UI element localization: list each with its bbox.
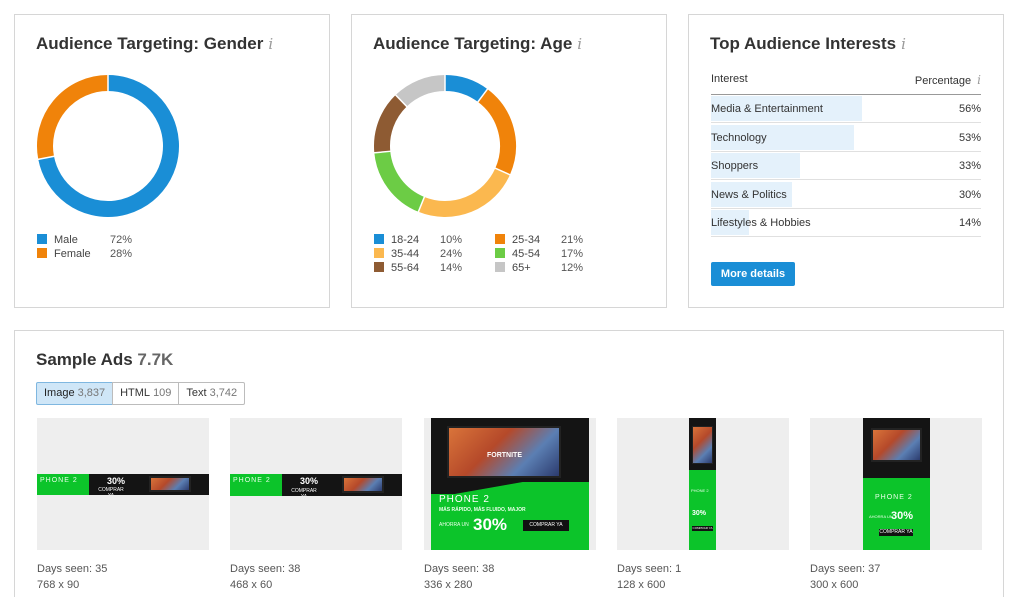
ad-thumbnail-3[interactable]: FORTNITE PHONE 2 MÁS RÁPIDO, MÁS FLUIDO,… <box>424 418 596 550</box>
ad-meta-2: Days seen: 38 468 x 60 <box>230 563 301 591</box>
gender-slice-female[interactable] <box>37 75 109 160</box>
slice-separator <box>394 93 408 108</box>
age-slice-55-64[interactable] <box>374 94 407 153</box>
age-slice-35-44[interactable] <box>418 167 510 217</box>
gender-card: Audience Targeting: Gender i Male 72% Fem… <box>14 14 330 308</box>
gender-slice-male[interactable] <box>38 75 179 217</box>
interest-bar <box>711 96 863 121</box>
legend-swatch-male <box>37 234 47 244</box>
interest-percentage: 56% <box>958 103 981 115</box>
interest-percentage: 53% <box>958 131 981 144</box>
interest-name: Technology <box>711 131 767 144</box>
interest-percentage: 14% <box>958 217 981 229</box>
slice-separator <box>417 195 426 214</box>
legend-item-25-34: 25-34 21% <box>495 233 595 247</box>
legend-item-male: Male 72% <box>37 233 147 247</box>
age-card: Audience Targeting: Age i 18-24 10% 35-44… <box>351 14 667 308</box>
info-icon[interactable]: i <box>577 35 583 53</box>
interest-bar <box>711 181 792 207</box>
sample-ads-card: Sample Ads 7.7K Image 3,837 HTML 109 Text 3… <box>14 330 1004 597</box>
slice-separator <box>494 167 512 176</box>
age-card-title: Audience Targeting: Age i <box>373 34 583 53</box>
ad-thumbnail-2[interactable]: PHONE 2 30% COMPRAR YA <box>230 418 402 550</box>
legend-swatch <box>495 248 505 258</box>
interest-bar <box>711 153 801 178</box>
interest-name: News & Politics <box>711 188 787 201</box>
gender-card-title: Audience Targeting: Gender i <box>36 34 274 53</box>
column-interest: Interest <box>711 73 748 85</box>
interest-percentage: 30% <box>958 188 981 201</box>
interest-percentage: 33% <box>958 160 981 172</box>
interest-name: Lifestyles & Hobbies <box>711 217 811 229</box>
legend-item-45-54: 45-54 17% <box>495 247 595 261</box>
legend-swatch <box>374 262 384 272</box>
interest-bar <box>711 210 749 235</box>
ad-meta-1: Days seen: 35 768 x 90 <box>37 563 108 591</box>
info-icon[interactable]: i <box>268 35 274 53</box>
ad-thumbnail-5[interactable]: PHONE 2 AHORRA UN 30% COMPRAR YA <box>810 418 982 550</box>
ad-meta-5: Days seen: 37 300 x 600 <box>810 563 881 591</box>
age-slice-65-plus[interactable] <box>395 75 446 107</box>
age-slice-45-54[interactable] <box>374 150 425 212</box>
legend-item-55-64: 55-64 14% <box>374 261 474 275</box>
legend-item-35-44: 35-44 24% <box>374 247 474 261</box>
table-row: Shoppers 33% <box>711 152 981 180</box>
ad-type-tabs: Image 3,837 HTML 109 Text 3,742 <box>36 382 246 405</box>
info-icon[interactable]: i <box>977 73 981 87</box>
more-details-button[interactable]: More details <box>711 262 795 286</box>
legend-swatch <box>495 234 505 244</box>
tab-text[interactable]: Text 3,742 <box>178 382 246 405</box>
gender-donut-chart <box>37 74 179 217</box>
slice-separator <box>476 87 489 104</box>
ad-banner-image: PHONE 2 AHORRA UN 30% COMPRAR YA <box>863 418 930 550</box>
sample-ads-count: 7.7K <box>137 350 174 369</box>
ad-banner-image: PHONE 2 30% COMPRAR YA <box>689 418 716 550</box>
legend-swatch <box>374 234 384 244</box>
interest-name: Shoppers <box>711 160 759 172</box>
table-row: News & Politics 30% <box>711 181 981 209</box>
tab-html[interactable]: HTML 109 <box>112 382 180 405</box>
age-donut-chart <box>373 74 516 217</box>
table-row: Technology 53% <box>711 124 981 152</box>
ad-thumbnail-4[interactable]: PHONE 2 30% COMPRAR YA <box>617 418 789 550</box>
age-slice-18-24[interactable] <box>444 75 488 103</box>
legend-item-65-plus: 65+ 12% <box>495 261 595 275</box>
slice-separator <box>373 150 392 154</box>
info-icon[interactable]: i <box>901 35 906 53</box>
legend-swatch-female <box>37 248 47 258</box>
ad-banner-image: PHONE 2 30% COMPRAR YA <box>230 474 402 496</box>
interest-name: Media & Entertainment <box>711 103 823 115</box>
legend-item-female: Female 28% <box>37 247 147 261</box>
legend-item-18-24: 18-24 10% <box>374 233 474 247</box>
column-percentage: Percentage i <box>914 73 981 87</box>
ad-meta-4: Days seen: 1 128 x 600 <box>617 563 682 591</box>
table-row: Media & Entertainment 56% <box>711 95 981 123</box>
slice-separator <box>37 155 56 161</box>
legend-swatch <box>374 248 384 258</box>
ad-meta-3: Days seen: 38 336 x 280 <box>424 563 495 591</box>
age-slice-25-34[interactable] <box>477 89 516 175</box>
sample-ads-title: Sample Ads 7.7K <box>36 350 174 369</box>
interests-card: Top Audience Interests i Interest Percent… <box>688 14 1004 308</box>
ad-banner-image: PHONE 2 30% COMPRAR YA <box>37 474 209 495</box>
ad-banner-image: FORTNITE PHONE 2 MÁS RÁPIDO, MÁS FLUIDO,… <box>431 418 589 550</box>
interests-card-title: Top Audience Interests i <box>710 34 906 53</box>
legend-swatch <box>495 262 505 272</box>
table-row: Lifestyles & Hobbies 14% <box>711 209 981 237</box>
ad-thumbnail-1[interactable]: PHONE 2 30% COMPRAR YA <box>37 418 209 550</box>
interests-table-header: Interest Percentage i <box>711 73 981 95</box>
tab-image[interactable]: Image 3,837 <box>36 382 114 405</box>
interest-bar <box>711 124 855 150</box>
